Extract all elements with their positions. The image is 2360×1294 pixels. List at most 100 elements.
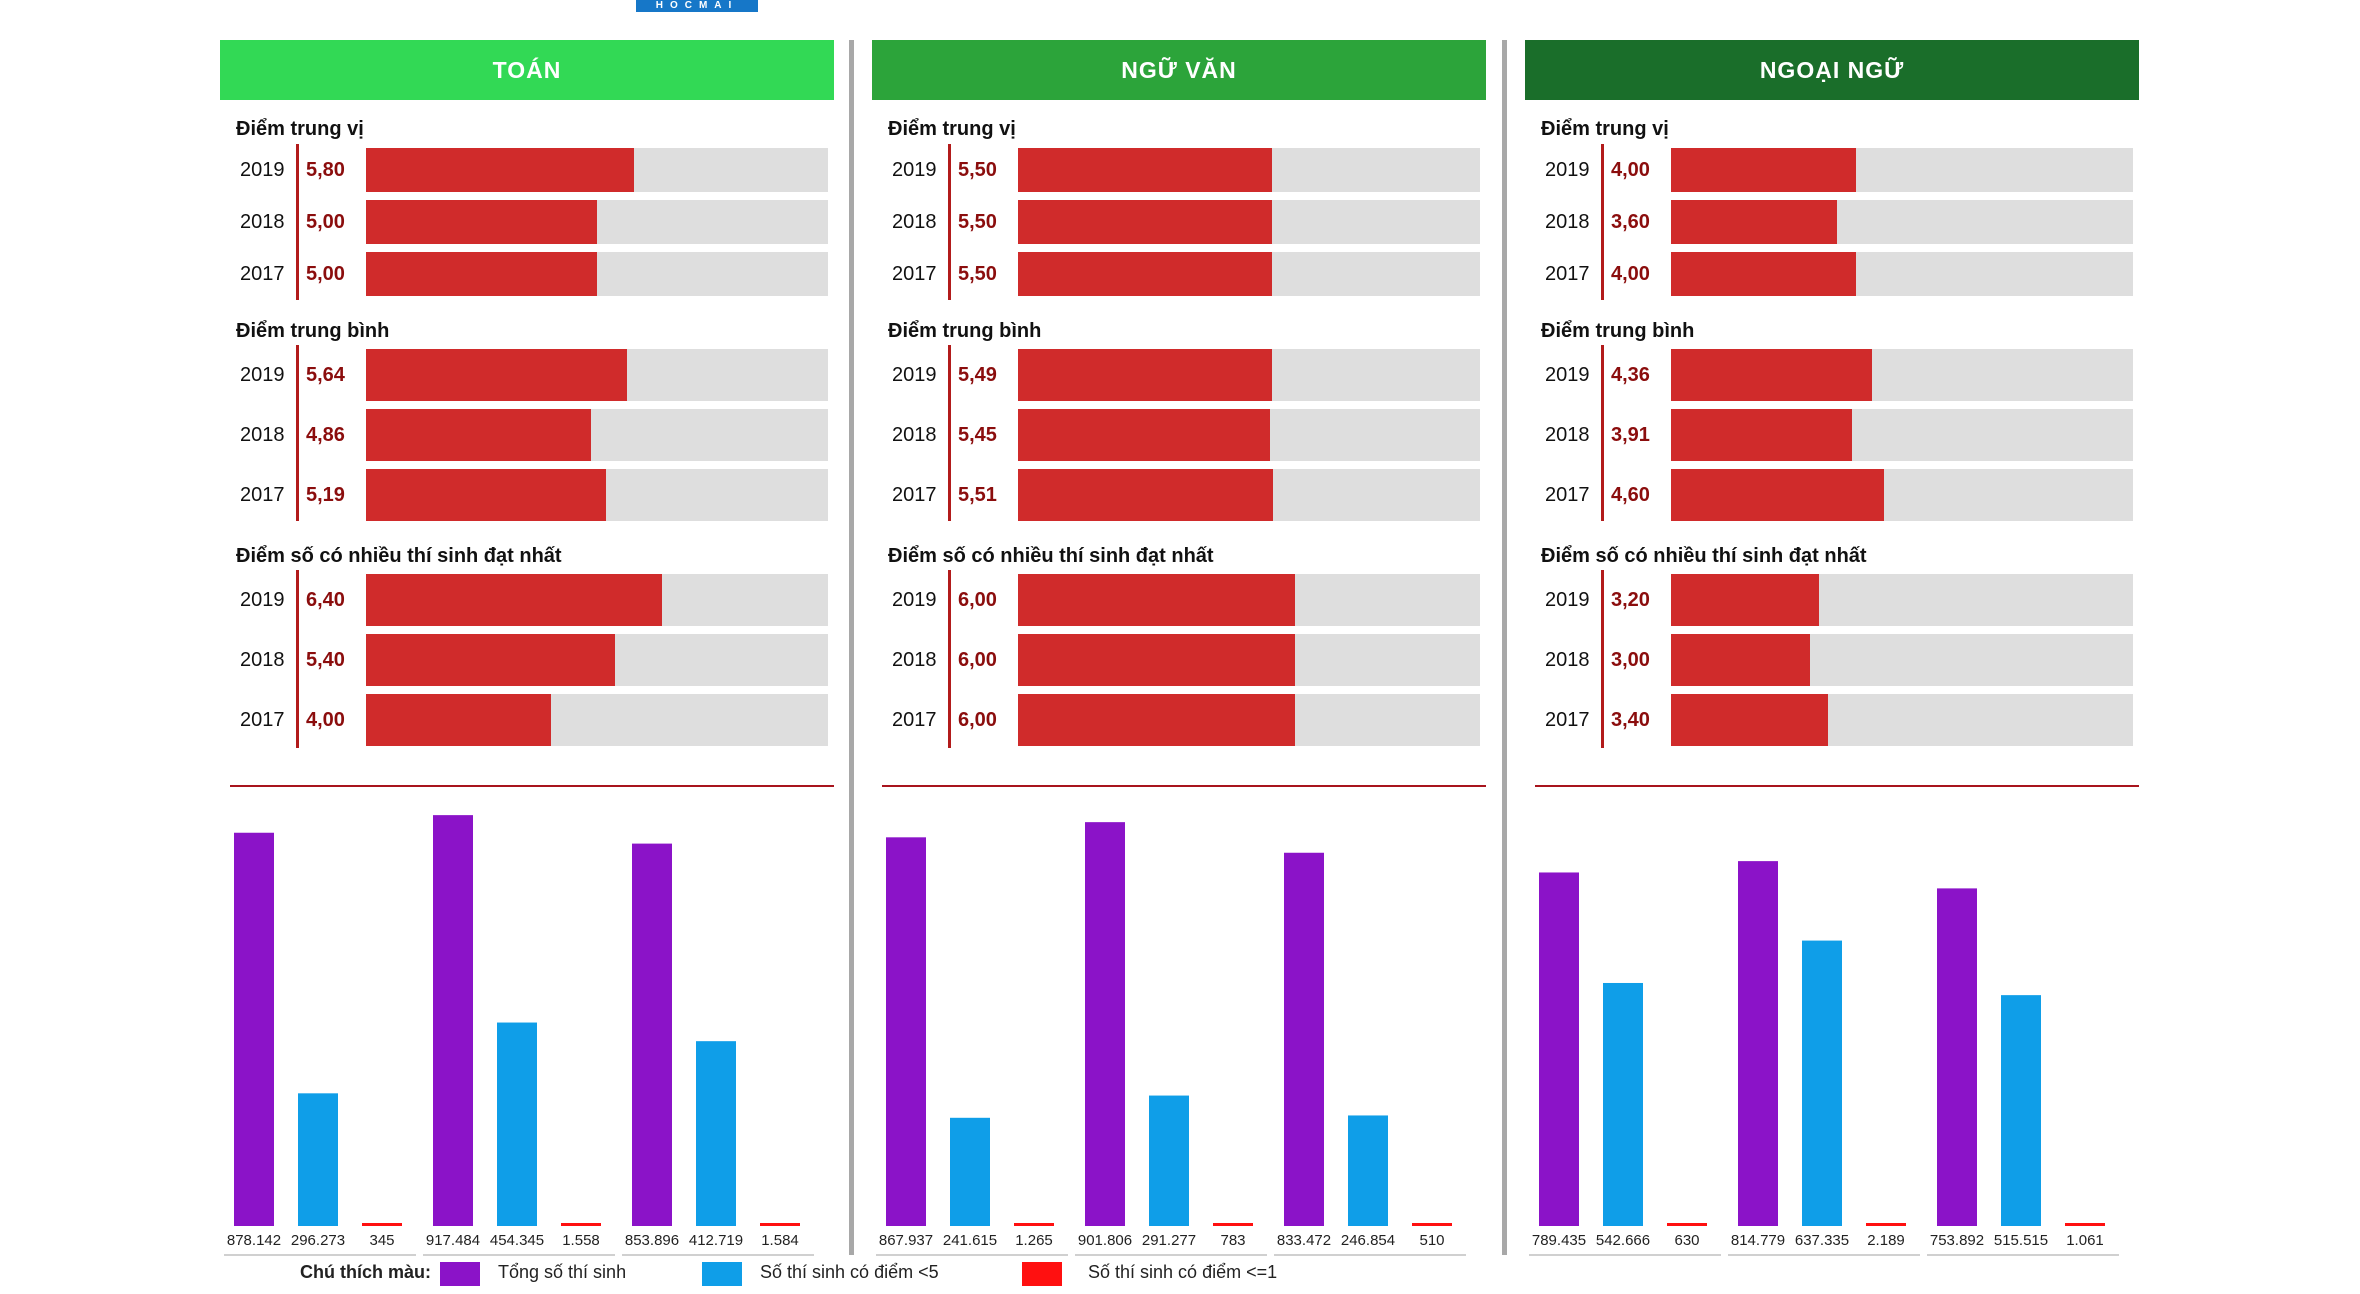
section-divider-line — [1601, 144, 1604, 300]
panel-separator — [1502, 40, 1507, 1255]
score-row: 2018 6,00 — [872, 634, 1486, 686]
score-value: 4,00 — [1611, 263, 1650, 285]
score-value: 3,40 — [1611, 709, 1650, 731]
count-value-label: 901.806 — [1078, 1232, 1132, 1249]
score-bar — [1018, 252, 1273, 296]
score-bar — [1018, 148, 1273, 192]
hocmai-logo: HOCMAI — [636, 0, 758, 12]
year-label: 2018 — [240, 649, 285, 671]
score-track — [366, 634, 828, 686]
score-bar — [1018, 200, 1273, 244]
score-track — [366, 409, 828, 461]
score-track — [1018, 252, 1480, 296]
score-value: 6,00 — [958, 709, 997, 731]
count-bar-total — [433, 815, 473, 1226]
count-value-label: 783 — [1220, 1232, 1245, 1249]
score-bar — [366, 634, 616, 686]
section-title: Điểm trung bình — [888, 320, 1042, 342]
score-track — [366, 694, 828, 746]
score-bar — [1018, 694, 1296, 746]
year-label: 2019 — [1545, 364, 1590, 386]
count-value-label: 510 — [1419, 1232, 1444, 1249]
count-bar-below1 — [2065, 1223, 2105, 1226]
legend-title: Chú thích màu: — [300, 1262, 431, 1282]
section-divider-line — [948, 570, 951, 748]
score-row: 2018 3,91 — [1525, 409, 2139, 461]
score-row: 2017 3,40 — [1525, 694, 2139, 746]
legend-label-below1: Số thí sinh có điểm <=1 — [1088, 1262, 1278, 1282]
count-bar-below1 — [561, 1223, 601, 1226]
score-row: 2017 6,00 — [872, 694, 1486, 746]
panel-header: TOÁN — [220, 40, 834, 100]
count-bar-below5 — [497, 1022, 537, 1226]
score-track — [1671, 409, 2133, 461]
score-track — [366, 200, 828, 244]
count-value-label: 412.719 — [689, 1232, 743, 1249]
year-label: 2017 — [892, 263, 937, 285]
score-row: 2019 5,50 — [872, 148, 1486, 192]
score-value: 3,20 — [1611, 589, 1650, 611]
score-bar — [1018, 634, 1296, 686]
panel-header: NGOẠI NGỮ — [1525, 40, 2139, 100]
year-label: 2018 — [240, 211, 285, 233]
count-bar-below5 — [696, 1041, 736, 1226]
count-bar-total — [1738, 861, 1778, 1226]
year-label: 2018 — [240, 424, 285, 446]
score-track — [1018, 574, 1480, 626]
score-track — [1018, 200, 1480, 244]
score-track — [366, 349, 828, 401]
count-value-label: 867.937 — [879, 1232, 933, 1249]
year-label: 2017 — [892, 709, 937, 731]
score-value: 5,19 — [306, 484, 345, 506]
section-divider-line — [948, 345, 951, 521]
score-bar — [366, 694, 551, 746]
score-track — [1018, 409, 1480, 461]
count-bar-chart: 867.937241.6151.2652019901.806291.277783… — [872, 786, 1486, 1286]
score-value: 6,00 — [958, 649, 997, 671]
count-value-label: 917.484 — [426, 1232, 480, 1249]
section-title: Điểm trung vị — [236, 118, 364, 140]
score-value: 5,00 — [306, 263, 345, 285]
section-rule — [1535, 785, 2139, 787]
year-label: 2019 — [240, 364, 285, 386]
count-chart-svg: 789.435542.6666302019814.779637.3352.189… — [1529, 861, 2119, 1286]
count-bar-total — [1085, 822, 1125, 1226]
count-bar-total — [632, 843, 672, 1226]
section-divider-line — [296, 144, 299, 300]
score-track — [1671, 574, 2133, 626]
count-value-label: 637.335 — [1795, 1232, 1849, 1249]
score-row: 2019 4,00 — [1525, 148, 2139, 192]
score-value: 5,80 — [306, 159, 345, 181]
score-bar — [1671, 409, 1852, 461]
count-bar-chart: 878.142296.2733452019917.484454.3451.558… — [220, 786, 834, 1286]
count-bar-below1 — [760, 1223, 800, 1226]
count-chart-svg: 867.937241.6151.2652019901.806291.277783… — [876, 822, 1466, 1286]
year-label: 2017 — [240, 484, 285, 506]
score-value: 3,60 — [1611, 211, 1650, 233]
score-row: 2018 5,50 — [872, 200, 1486, 244]
score-track — [1018, 634, 1480, 686]
year-label: 2017 — [892, 484, 937, 506]
count-bar-below1 — [362, 1223, 402, 1226]
score-bar — [1671, 148, 1856, 192]
score-bar — [1018, 409, 1270, 461]
count-value-label: 833.472 — [1277, 1232, 1331, 1249]
count-bar-below5 — [298, 1093, 338, 1226]
count-value-label: 789.435 — [1532, 1232, 1586, 1249]
year-label: 2018 — [1545, 649, 1590, 671]
legend-label-below5: Số thí sinh có điểm <5 — [760, 1262, 939, 1282]
count-bar-below5 — [1603, 982, 1643, 1226]
panel-separator — [849, 40, 854, 1255]
section-divider-line — [948, 144, 951, 300]
score-bar — [1671, 252, 1856, 296]
count-bar-below1 — [1014, 1223, 1054, 1226]
legend-swatch-below5 — [702, 1262, 742, 1286]
score-track — [1671, 694, 2133, 746]
score-track — [1018, 349, 1480, 401]
score-bar — [366, 148, 634, 192]
count-value-label: 542.666 — [1596, 1232, 1650, 1249]
year-label: 2017 — [240, 263, 285, 285]
score-row: 2019 6,40 — [220, 574, 834, 626]
count-value-label: 1.061 — [2066, 1232, 2104, 1249]
section-rule — [882, 785, 1486, 787]
